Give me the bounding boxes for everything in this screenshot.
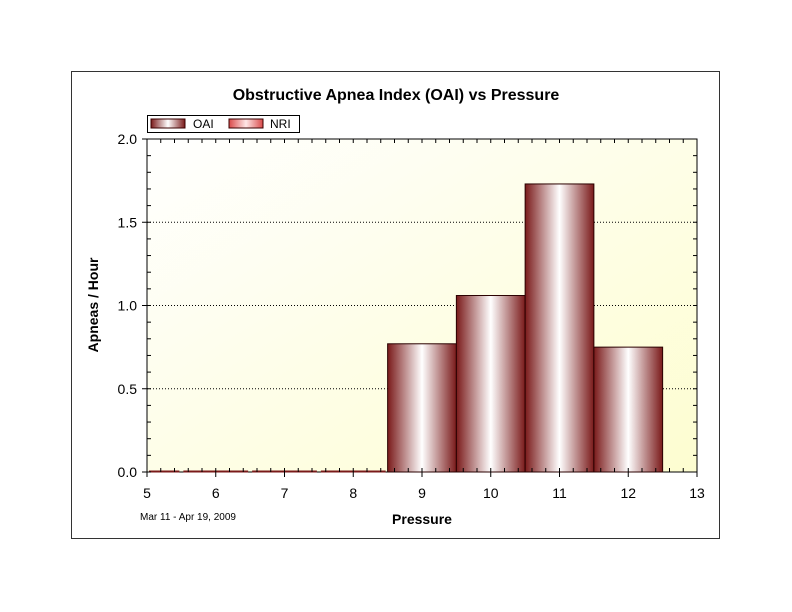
x-tick-label: 7 [281,485,289,501]
x-tick-label: 9 [418,485,426,501]
chart-title: Obstructive Apnea Index (OAI) vs Pressur… [233,87,560,104]
y-tick-label: 1.0 [118,298,138,314]
legend-label-oai: OAI [193,117,214,131]
date-range-label: Mar 11 - Apr 19, 2009 [140,512,236,523]
x-axis-label: Pressure [392,511,452,527]
x-tick-label: 13 [689,485,705,501]
x-tick-label: 11 [552,485,567,501]
legend-swatch-oai [150,118,186,129]
bar-oai-10 [455,295,526,473]
legend-swatch-nri [228,118,264,129]
x-tick-label: 5 [143,485,151,501]
y-tick-label: 0.5 [118,381,138,397]
legend-label-nri: NRI [270,117,291,131]
bars [149,183,664,473]
x-tick-label: 6 [212,485,220,501]
axes: 0.0 0.5 1.0 1.5 2.0 5 6 7 8 9 10 11 12 13 [118,131,705,501]
bar-oai-11 [524,183,595,473]
y-tick-label: 0.0 [118,464,138,480]
y-tick-label: 2.0 [118,131,138,147]
y-axis-label: Apneas / Hour [85,257,101,352]
bar-oai-9 [387,343,457,473]
y-tick-label: 1.5 [118,214,138,230]
x-tick-label: 12 [620,485,636,501]
x-tick-label: 10 [483,485,499,501]
legend: OAI NRI [147,115,300,133]
bar-oai-12 [593,346,664,473]
x-tick-label: 8 [349,485,357,501]
